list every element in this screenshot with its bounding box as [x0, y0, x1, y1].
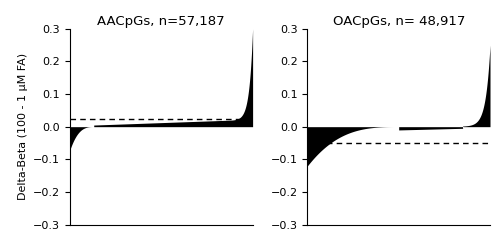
- Title: AACpGs, n=57,187: AACpGs, n=57,187: [98, 15, 225, 27]
- Y-axis label: Delta-Beta (100 - 1 μM FA): Delta-Beta (100 - 1 μM FA): [18, 53, 28, 200]
- Title: OACpGs, n= 48,917: OACpGs, n= 48,917: [332, 15, 465, 27]
